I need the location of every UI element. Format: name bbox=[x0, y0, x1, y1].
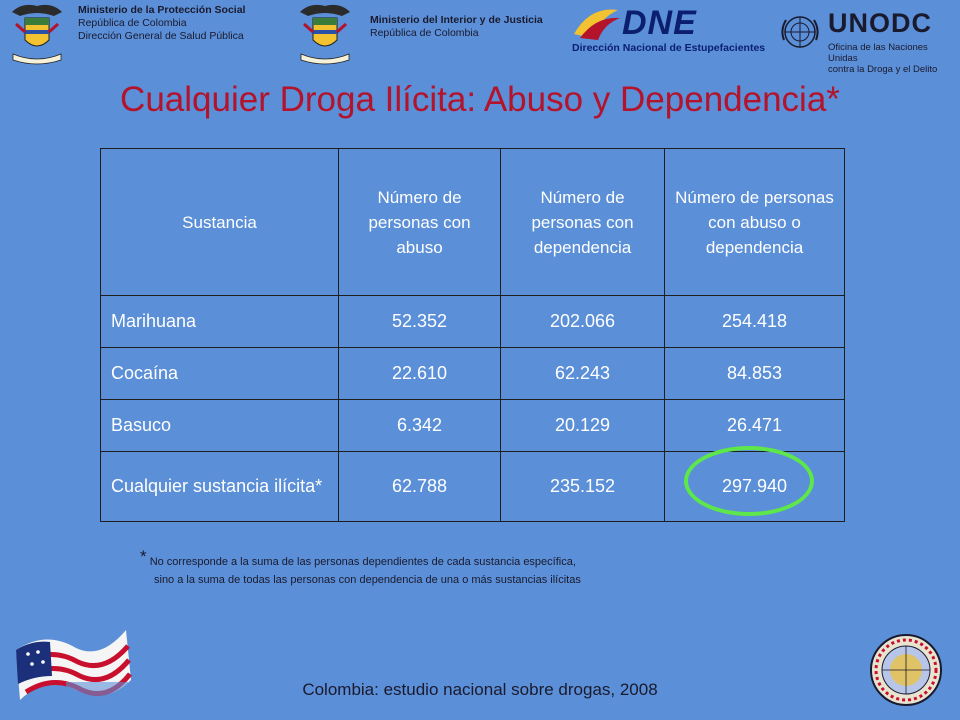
unodc-logo: UNODC Oficina de las Naciones Unidas con… bbox=[776, 8, 956, 75]
cell-abuso: 52.352 bbox=[338, 295, 501, 348]
column-header-abuso: Número de personas con abuso bbox=[338, 148, 501, 296]
unodc-subtitle: Oficina de las Naciones Unidas contra la… bbox=[828, 42, 956, 75]
dne-subtitle: Dirección Nacional de Estupefacientes bbox=[572, 42, 766, 54]
footnote-star: * bbox=[140, 547, 147, 566]
ministry-right-line1: Ministerio del Interior y de Justicia bbox=[370, 14, 543, 26]
highlight-ellipse bbox=[684, 446, 814, 516]
cell-total: 254.418 bbox=[664, 295, 845, 348]
footnote-line1: No corresponde a la suma de las personas… bbox=[149, 556, 576, 568]
cell-dependencia: 20.129 bbox=[500, 399, 665, 452]
table-header-row: Sustancia Número de personas con abuso N… bbox=[100, 148, 845, 296]
cell-sustancia: Cocaína bbox=[100, 347, 339, 400]
ministry-left-line2: República de Colombia bbox=[78, 17, 187, 29]
cell-abuso: 22.610 bbox=[338, 347, 501, 400]
cell-total: 26.471 bbox=[664, 399, 845, 452]
us-embassy-flag-logo bbox=[6, 620, 136, 710]
cell-sustancia: Marihuana bbox=[100, 295, 339, 348]
table-row: Marihuana 52.352 202.066 254.418 bbox=[100, 295, 845, 348]
dne-emblem-icon bbox=[574, 9, 620, 40]
cell-sustancia: Basuco bbox=[100, 399, 339, 452]
oas-seal-logo bbox=[868, 632, 944, 708]
ministry-left-text: Ministerio de la Protección Social Repúb… bbox=[78, 4, 245, 43]
un-emblem-icon bbox=[781, 16, 819, 48]
table-row: Basuco 6.342 20.129 26.471 bbox=[100, 399, 845, 452]
colombia-crest-logo-left bbox=[8, 2, 66, 68]
unodc-subtitle-line2: contra la Droga y el Delito bbox=[828, 64, 938, 75]
unodc-logo-text: UNODC bbox=[828, 8, 932, 38]
column-header-dependencia: Número de personas con dependencia bbox=[500, 148, 665, 296]
dne-logo-text: DNE bbox=[622, 4, 697, 42]
ministry-left-line1: Ministerio de la Protección Social bbox=[78, 4, 246, 16]
cell-dependencia: 62.243 bbox=[500, 347, 665, 400]
cell-dependencia: 235.152 bbox=[500, 451, 665, 522]
ministry-right-line2: República de Colombia bbox=[370, 27, 479, 39]
colombia-crest-logo-right bbox=[296, 2, 354, 68]
page-title: Cualquier Droga Ilícita: Abuso y Depende… bbox=[120, 80, 840, 119]
cell-total: 84.853 bbox=[664, 347, 845, 400]
footnote: * No corresponde a la suma de las person… bbox=[140, 548, 780, 589]
column-header-sustancia: Sustancia bbox=[100, 148, 339, 296]
table-row: Cocaína 22.610 62.243 84.853 bbox=[100, 347, 845, 400]
ministry-left-line3: Dirección General de Salud Pública bbox=[78, 30, 244, 42]
unodc-subtitle-line1: Oficina de las Naciones Unidas bbox=[828, 42, 928, 64]
drug-abuse-table: Sustancia Número de personas con abuso N… bbox=[100, 148, 845, 522]
ministry-right-text: Ministerio del Interior y de Justicia Re… bbox=[370, 14, 543, 40]
column-header-total: Número de personas con abuso o dependenc… bbox=[664, 148, 845, 296]
cell-abuso: 62.788 bbox=[338, 451, 501, 522]
cell-sustancia: Cualquier sustancia ilícita* bbox=[100, 451, 339, 522]
dne-logo: DNE Dirección Nacional de Estupefaciente… bbox=[570, 4, 770, 56]
footnote-line2: sino a la suma de todas las personas con… bbox=[154, 574, 581, 586]
footer-source: Colombia: estudio nacional sobre drogas,… bbox=[302, 680, 658, 699]
cell-abuso: 6.342 bbox=[338, 399, 501, 452]
cell-dependencia: 202.066 bbox=[500, 295, 665, 348]
